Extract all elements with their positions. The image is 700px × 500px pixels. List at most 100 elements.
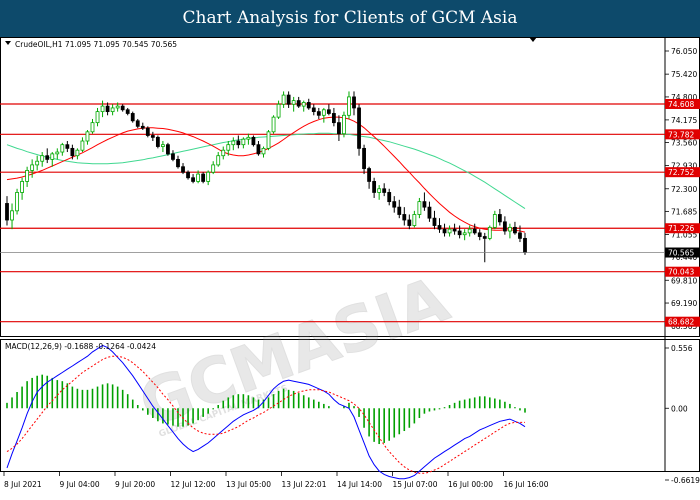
level-label: 68.682 xyxy=(668,318,694,327)
ma-green-line xyxy=(6,132,526,210)
candle xyxy=(472,223,477,235)
candle xyxy=(402,207,407,226)
candle xyxy=(241,137,246,149)
level-lines xyxy=(0,103,665,323)
macd-tick-label: -0.6619 xyxy=(671,476,700,485)
current-price-marker: 70.565 xyxy=(0,247,700,258)
price-axis-ticks: 76.050 75.420 74.800 74.175 73.560 72.930 72.3… xyxy=(665,47,697,331)
candle xyxy=(226,141,231,156)
chart-menu-icon[interactable] xyxy=(5,41,11,45)
candle xyxy=(75,148,80,160)
candle xyxy=(492,210,497,230)
candle xyxy=(291,96,296,112)
candle xyxy=(286,91,291,108)
candle xyxy=(105,102,110,116)
candle xyxy=(276,100,281,119)
candle xyxy=(347,91,351,119)
header-banner xyxy=(0,0,700,37)
candle xyxy=(417,197,422,219)
candle xyxy=(95,107,100,127)
price-tick-label: 72.300 xyxy=(671,185,697,194)
level-label: 72.752 xyxy=(668,168,694,177)
time-tick-label: 12 Jul 12:00 xyxy=(171,480,216,489)
price-tick-label: 71.685 xyxy=(671,207,697,216)
time-tick-label: 9 Jul 04:00 xyxy=(60,480,100,489)
time-tick-label: 13 Jul 22:01 xyxy=(282,480,327,489)
candle xyxy=(145,126,150,138)
price-chart: GCMASIA GLOBAL CAPITAL MARKETS 76.05075.… xyxy=(0,37,700,489)
candle xyxy=(502,216,507,235)
candle xyxy=(367,166,371,189)
macd-tick-label: 0.556 xyxy=(671,344,693,353)
level-label: 74.608 xyxy=(668,100,694,109)
candle xyxy=(452,223,457,235)
candle xyxy=(422,192,427,211)
candle xyxy=(412,210,417,228)
candle xyxy=(331,107,336,127)
candle xyxy=(135,118,140,129)
candle xyxy=(342,111,346,138)
candle xyxy=(482,232,487,263)
candle xyxy=(25,166,30,187)
candle xyxy=(35,155,40,171)
level-label-box xyxy=(665,223,700,234)
time-tick-label: 16 Jul 00:00 xyxy=(448,480,493,489)
chart-shift-icon[interactable] xyxy=(529,37,537,42)
candle xyxy=(150,131,155,142)
candle xyxy=(362,144,366,175)
candle xyxy=(513,221,517,235)
price-tick-label: 69.190 xyxy=(671,299,697,308)
candle xyxy=(10,203,14,230)
candle xyxy=(437,218,442,233)
candle xyxy=(427,201,432,222)
candle xyxy=(321,107,326,123)
candle xyxy=(85,129,90,145)
level-label-box xyxy=(665,316,700,327)
candle xyxy=(377,185,382,200)
candle xyxy=(296,96,301,108)
candle xyxy=(140,122,145,130)
candle xyxy=(387,188,392,206)
candle xyxy=(407,214,412,230)
level-labels: 74.608 73.782 72.752 71.226 70.043 68.682 xyxy=(665,98,700,327)
candle xyxy=(311,104,316,116)
candle xyxy=(271,115,276,134)
candle xyxy=(462,229,467,241)
current-price-box xyxy=(665,247,700,258)
price-tick-label: 73.560 xyxy=(671,138,697,147)
candle xyxy=(90,118,95,134)
candle xyxy=(231,137,236,151)
candle xyxy=(5,196,9,226)
candle xyxy=(397,199,402,219)
symbol-info: CrudeOIL,H1 71.095 71.095 70.545 70.565 xyxy=(15,40,177,49)
candle xyxy=(457,225,462,239)
candle xyxy=(392,196,397,213)
candle xyxy=(266,129,271,151)
time-axis-ticks: 8 Jul 2021 9 Jul 04:00 9 Jul 20:00 12 Jul 1… xyxy=(3,472,549,489)
candle xyxy=(161,141,165,153)
candle xyxy=(65,141,70,153)
candle xyxy=(301,100,306,112)
level-label-box xyxy=(665,98,700,109)
candle xyxy=(20,177,24,200)
candle xyxy=(236,135,241,149)
candle xyxy=(251,135,256,147)
candle xyxy=(326,104,331,116)
price-tick-label: 70.440 xyxy=(671,253,697,262)
price-panel xyxy=(0,37,700,337)
moving-averages xyxy=(6,116,526,233)
level-label-box xyxy=(665,167,700,178)
candle xyxy=(211,161,216,175)
level-label: 71.226 xyxy=(668,224,694,233)
candle xyxy=(306,98,311,110)
candle xyxy=(518,225,522,243)
macd-line xyxy=(6,344,526,480)
time-tick-label: 14 Jul 14:00 xyxy=(337,480,382,489)
time-tick-label: 15 Jul 07:00 xyxy=(393,480,438,489)
candle xyxy=(497,208,502,226)
macd-series xyxy=(6,344,526,480)
candle xyxy=(447,225,452,237)
candle xyxy=(60,142,65,156)
candle xyxy=(186,170,190,180)
candle xyxy=(115,102,120,112)
